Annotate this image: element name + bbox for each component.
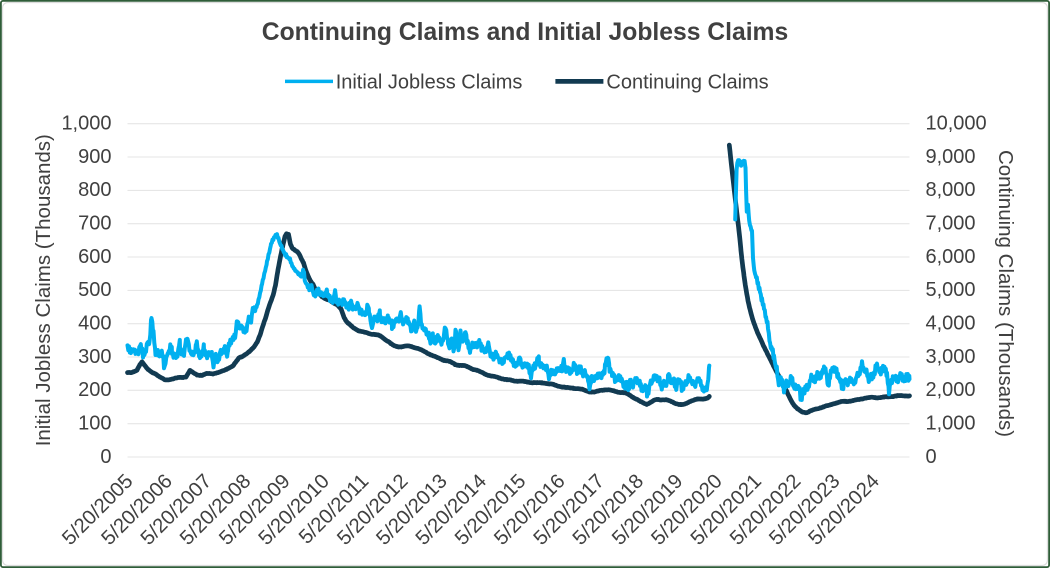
svg-text:5,000: 5,000 (926, 279, 976, 301)
svg-text:400: 400 (78, 313, 111, 335)
svg-text:4,000: 4,000 (926, 313, 976, 335)
svg-text:300: 300 (78, 346, 111, 368)
svg-text:Continuing Claims and Initial: Continuing Claims and Initial Jobless Cl… (262, 19, 788, 46)
svg-text:0: 0 (100, 446, 111, 468)
svg-text:1,000: 1,000 (926, 413, 976, 435)
svg-text:8,000: 8,000 (926, 179, 976, 201)
svg-text:6,000: 6,000 (926, 246, 976, 268)
svg-text:600: 600 (78, 246, 111, 268)
svg-text:9,000: 9,000 (926, 146, 976, 168)
svg-text:900: 900 (78, 146, 111, 168)
svg-text:7,000: 7,000 (926, 213, 976, 235)
svg-text:200: 200 (78, 379, 111, 401)
svg-text:700: 700 (78, 213, 111, 235)
svg-text:500: 500 (78, 279, 111, 301)
svg-text:Initial Jobless Claims: Initial Jobless Claims (336, 71, 523, 93)
svg-text:2,000: 2,000 (926, 379, 976, 401)
svg-text:10,000: 10,000 (926, 113, 987, 135)
svg-text:Continuing Claims (Thousands): Continuing Claims (Thousands) (994, 150, 1017, 437)
svg-text:3,000: 3,000 (926, 346, 976, 368)
svg-text:Continuing Claims: Continuing Claims (606, 71, 768, 93)
svg-text:Initial Jobless Claims (Thousa: Initial Jobless Claims (Thousands) (32, 134, 55, 446)
svg-text:100: 100 (78, 413, 111, 435)
svg-text:0: 0 (926, 446, 937, 468)
svg-text:800: 800 (78, 179, 111, 201)
svg-text:1,000: 1,000 (61, 113, 111, 135)
